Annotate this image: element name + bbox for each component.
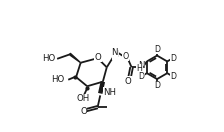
Polygon shape (70, 53, 81, 63)
Text: D: D (138, 72, 144, 81)
Text: D: D (155, 81, 160, 90)
Text: OH: OH (77, 94, 90, 103)
Text: O: O (95, 53, 101, 62)
Text: H: H (136, 64, 142, 73)
Text: D: D (170, 72, 176, 81)
Text: HO: HO (42, 54, 55, 63)
Text: N: N (138, 61, 145, 70)
Text: NH: NH (103, 88, 116, 97)
Text: D: D (154, 44, 160, 53)
Text: O: O (80, 107, 87, 116)
Text: O: O (125, 77, 132, 86)
Text: D: D (170, 54, 176, 63)
Text: HO: HO (51, 75, 64, 84)
Text: H: H (112, 50, 118, 59)
Text: O: O (123, 52, 129, 61)
Text: N: N (111, 48, 118, 57)
